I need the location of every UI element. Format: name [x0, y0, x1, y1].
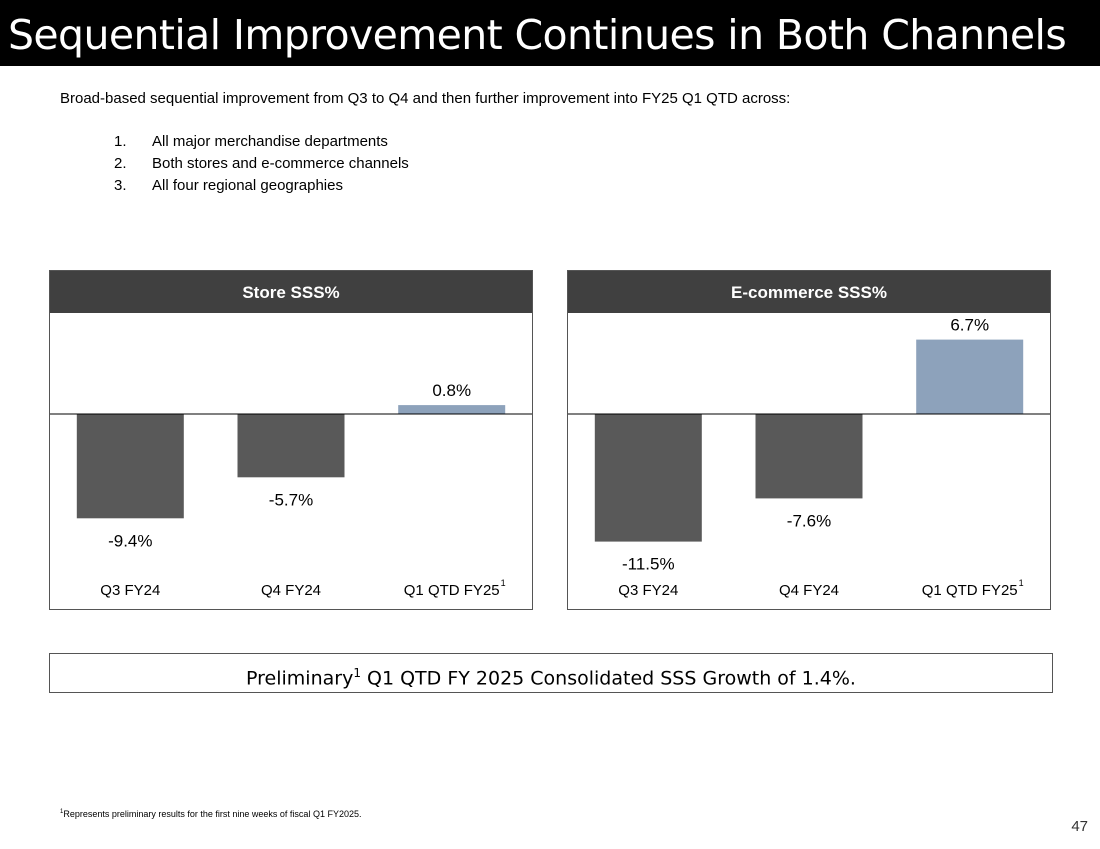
ecommerce-category-label: Q4 FY24 [779, 582, 839, 599]
footnote-mark: 1 [60, 809, 64, 815]
store-bar [76, 414, 184, 519]
improvement-list: 1. All major merchandise departments 2. … [114, 131, 409, 197]
ecommerce-data-label: -7.6% [787, 511, 831, 530]
consolidated-summary: Preliminary1 Q1 QTD FY 2025 Consolidated… [49, 653, 1053, 693]
list-item: 1. All major merchandise departments [114, 131, 409, 153]
list-text: Both stores and e-commerce channels [152, 155, 409, 172]
ecommerce-category-label: Q3 FY24 [618, 582, 678, 599]
summary-prefix: Preliminary [246, 667, 354, 690]
store-data-label: -5.7% [269, 490, 313, 509]
intro-text: Broad-based sequential improvement from … [60, 90, 791, 107]
ecommerce-bar [755, 414, 863, 499]
summary-text: Q1 QTD FY 2025 Consolidated SSS Growth o… [360, 667, 856, 690]
ecommerce-chart-plot: -11.5% Q3 FY24 -7.6% Q4 FY24 6.7% Q1 QTD FY25… [568, 316, 1050, 599]
store-category-footnote-mark: 1 [501, 578, 506, 588]
ecommerce-category-label: Q1 QTD FY25 [922, 582, 1018, 599]
store-data-label: 0.8% [432, 381, 471, 400]
ecommerce-bar [594, 414, 702, 542]
list-text: All major merchandise departments [152, 133, 388, 150]
store-chart-plot: -9.4% Q3 FY24 -5.7% Q4 FY24 0.8% Q1 QTD FY25 1 [50, 381, 532, 599]
store-data-label: -9.4% [108, 531, 152, 550]
page-number: 47 [1071, 818, 1088, 835]
list-item: 2. Both stores and e-commerce channels [114, 153, 409, 175]
store-category-label: Q4 FY24 [261, 582, 321, 599]
list-text: All four regional geographies [152, 177, 343, 194]
list-number: 3. [114, 177, 127, 194]
title-bar: Sequential Improvement Continues in Both… [0, 0, 1100, 66]
list-item: 3. All four regional geographies [114, 175, 409, 197]
list-number: 2. [114, 155, 127, 172]
store-category-label: Q3 FY24 [100, 582, 160, 599]
store-bar [398, 405, 506, 414]
ecommerce-bar [916, 339, 1024, 414]
ecommerce-sss-chart: E-commerce SSS% -11.5% Q3 FY24 -7.6% Q4 FY2… [567, 270, 1051, 610]
summary-footnote-mark: 1 [353, 666, 361, 680]
list-number: 1. [114, 133, 127, 150]
store-bar [237, 414, 345, 478]
ecommerce-data-label: 6.7% [950, 316, 989, 335]
store-category-label: Q1 QTD FY25 [404, 582, 500, 599]
store-sss-chart: Store SSS% -9.4% Q3 FY24 -5.7% Q4 FY24 0.8% Q… [49, 270, 533, 610]
ecommerce-data-label: -11.5% [622, 555, 675, 574]
slide-title: Sequential Improvement Continues in Both… [8, 11, 1067, 59]
ecommerce-category-footnote-mark: 1 [1019, 578, 1024, 588]
footnote: 1Represents preliminary results for the … [60, 809, 361, 819]
store-chart-title: Store SSS% [50, 271, 532, 313]
footnote-text: Represents preliminary results for the f… [63, 809, 362, 819]
ecommerce-chart-title: E-commerce SSS% [568, 271, 1050, 313]
